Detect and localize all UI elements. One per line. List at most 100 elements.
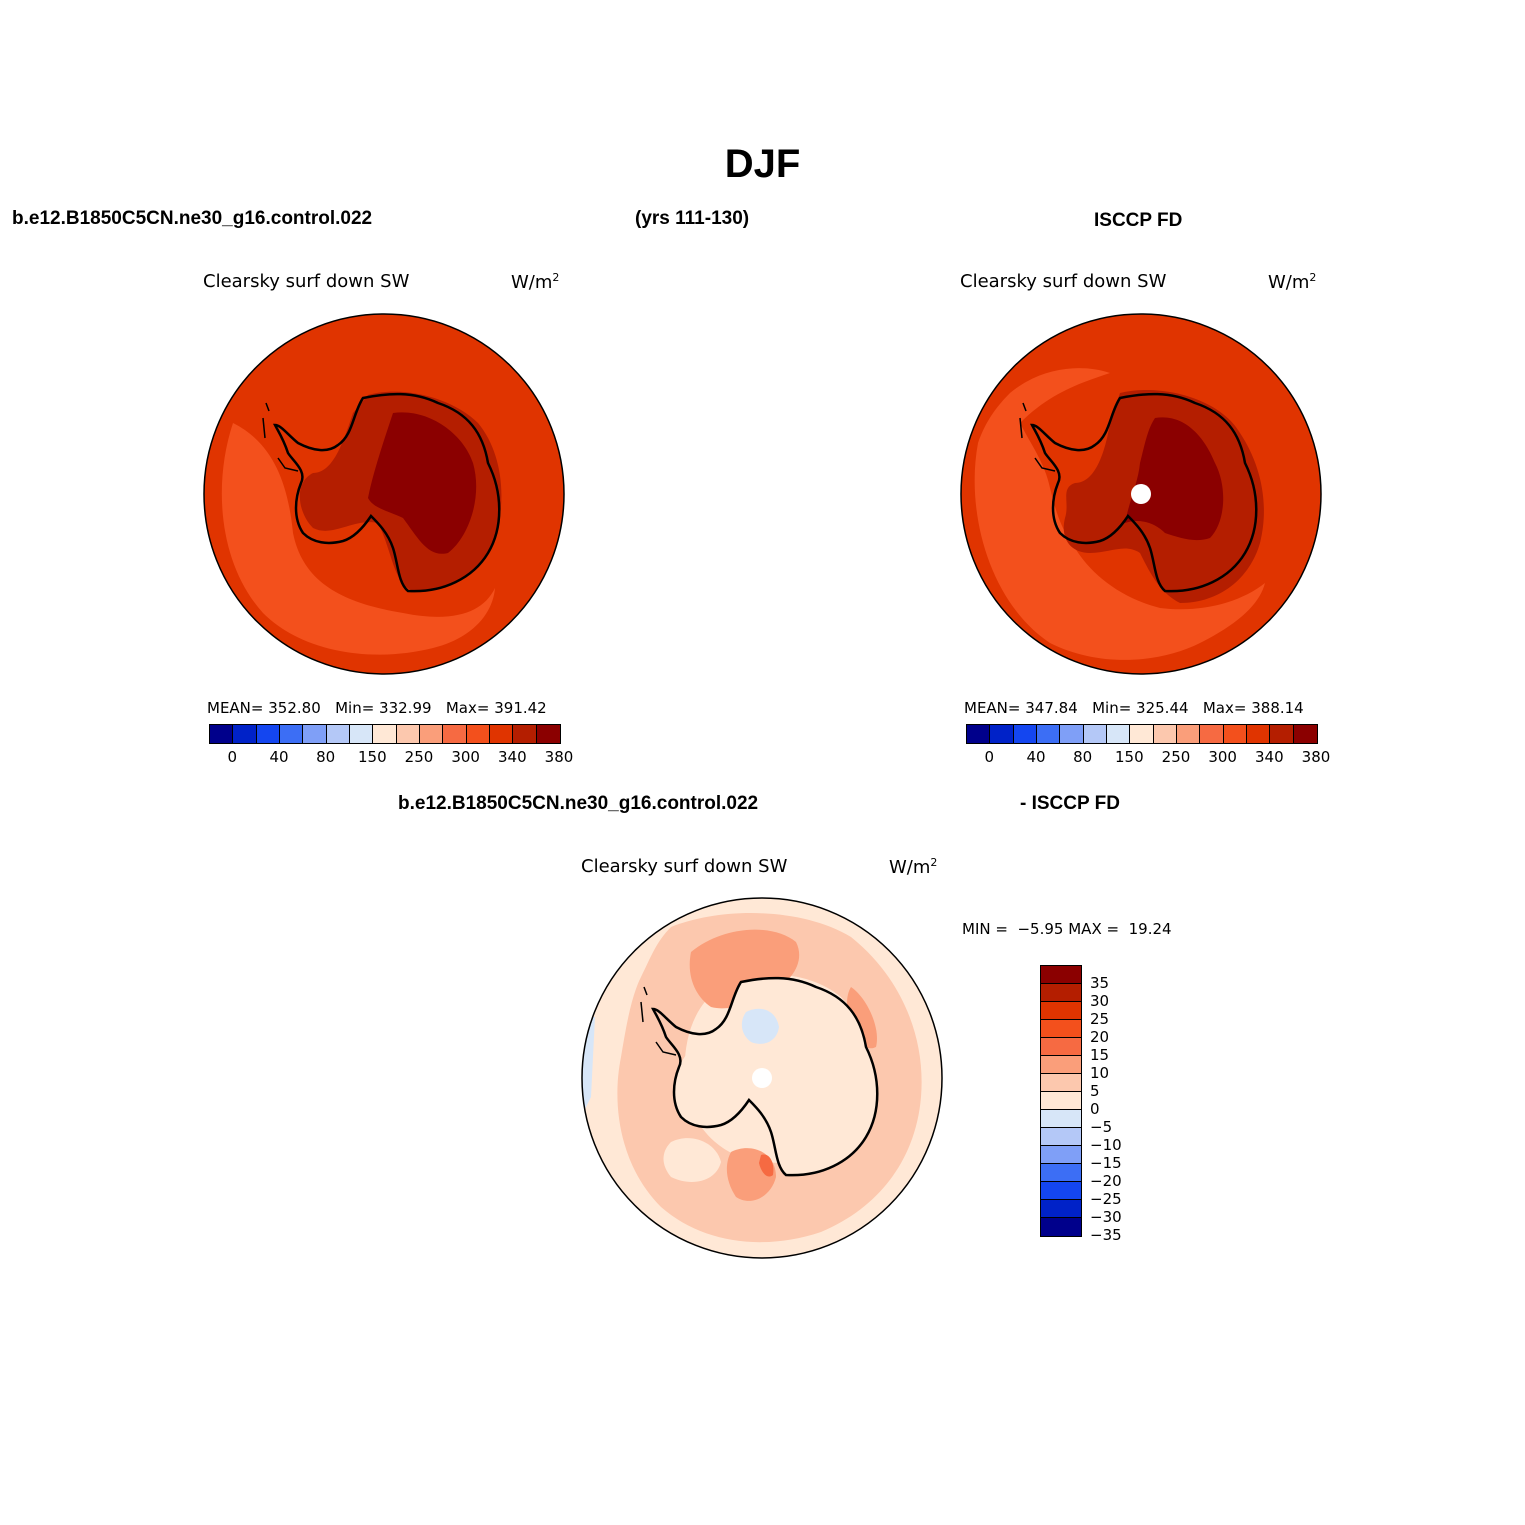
colorbar-box <box>1200 725 1224 743</box>
colorbar-box <box>536 725 560 743</box>
colorbar-box <box>513 725 537 743</box>
colorbar-box <box>326 725 350 743</box>
colorbar-tick-label: −30 <box>1090 1208 1122 1226</box>
diff-panel-title: Clearsky surf down SW <box>581 856 788 877</box>
colorbar-tick-label: 80 <box>316 748 336 766</box>
figure-title: DJF <box>724 142 801 186</box>
colorbar-box <box>1041 1182 1081 1200</box>
colorbar-box <box>1041 1110 1081 1128</box>
colorbar-tick-label: 300 <box>1208 748 1237 766</box>
colorbar-tick-label: 380 <box>1301 748 1331 766</box>
colorbar-box <box>279 725 304 743</box>
colorbar-tick-label: −5 <box>1090 1118 1113 1136</box>
colorbar-box <box>1041 1002 1081 1020</box>
colorbar-box <box>1041 1128 1081 1146</box>
colorbar-box <box>1041 1020 1081 1038</box>
diff-polar-map <box>581 897 943 1259</box>
colorbar-box <box>1041 1074 1081 1092</box>
diff-band-light <box>663 1138 721 1182</box>
colorbar-box <box>1013 725 1037 743</box>
colorbar-box <box>1060 725 1084 743</box>
diff-antarctica-coast <box>650 976 879 1177</box>
colorbar-box <box>1041 984 1081 1002</box>
colorbar-box <box>349 725 374 743</box>
colorbar-tick-label: 80 <box>1073 748 1093 766</box>
colorbar-box <box>419 725 444 743</box>
diff-patch-hot <box>759 1154 774 1177</box>
colorbar-box <box>1270 725 1294 743</box>
model-colorbar <box>209 724 561 744</box>
colorbar-box <box>1041 1218 1081 1236</box>
colorbar-tick-label: 300 <box>451 748 480 766</box>
obs-stats: MEAN= 347.84 Min= 325.44 Max= 388.14 <box>964 699 1304 717</box>
obs-colorbar-ticks: 0 40 80 150 250 300 340 380 <box>966 748 1331 768</box>
colorbar-box <box>1041 1056 1081 1074</box>
obs-missing-pole <box>1131 484 1151 504</box>
obs-low-band <box>974 368 1265 660</box>
colorbar-box <box>1130 725 1154 743</box>
colorbar-tick-label: 0 <box>1090 1100 1100 1118</box>
model-low-band <box>221 423 495 655</box>
model-panel-units: W/m2 <box>511 271 560 293</box>
colorbar-box <box>1041 1092 1081 1110</box>
obs-ice-center <box>1125 417 1224 541</box>
colorbar-box <box>967 725 991 743</box>
diff-case-header: b.e12.B1850C5CN.ne30_g16.control.022 <box>398 793 759 814</box>
colorbar-box <box>1041 1146 1081 1164</box>
obs-name-header: ISCCP FD <box>1094 210 1183 231</box>
years-header: (yrs 111-130) <box>635 208 750 229</box>
colorbar-box <box>1041 966 1081 984</box>
colorbar-tick-label: 250 <box>404 748 434 766</box>
case-name-header: b.e12.B1850C5CN.ne30_g16.control.022 <box>12 208 373 229</box>
obs-panel-units: W/m2 <box>1268 271 1317 293</box>
colorbar-box <box>1036 725 1061 743</box>
colorbar-tick-label: 150 <box>1115 748 1144 766</box>
colorbar-box <box>466 725 490 743</box>
colorbar-box <box>256 725 280 743</box>
colorbar-tick-label: 20 <box>1090 1028 1110 1046</box>
colorbar-box <box>1083 725 1107 743</box>
colorbar-box <box>210 725 234 743</box>
diff-colorbar <box>1040 965 1082 1237</box>
colorbar-tick-label: 380 <box>544 748 574 766</box>
colorbar-tick-label: 340 <box>1255 748 1284 766</box>
colorbar-tick-label: 40 <box>1026 748 1046 766</box>
colorbar-box <box>1041 1200 1081 1218</box>
diff-missing-pole <box>752 1068 772 1088</box>
colorbar-box <box>1041 1038 1081 1056</box>
colorbar-tick-label: 15 <box>1090 1046 1110 1064</box>
diff-colorbar-ticks: 35 30 25 20 15 10 5 0 −5 −10 −15 −20 −25 −30 −35 <box>1090 965 1150 1255</box>
colorbar-tick-label: 40 <box>269 748 289 766</box>
colorbar-box <box>1153 725 1177 743</box>
colorbar-tick-label: 340 <box>498 748 527 766</box>
model-antarctica-coast <box>272 392 501 593</box>
model-stats: MEAN= 352.80 Min= 332.99 Max= 391.42 <box>207 699 547 717</box>
diff-ice-interior <box>674 978 878 1176</box>
colorbar-tick-label: 25 <box>1090 1010 1110 1028</box>
diff-stats: MIN = −5.95 MAX = 19.24 <box>962 920 1172 938</box>
obs-colorbar <box>966 724 1318 744</box>
colorbar-tick-label: 30 <box>1090 992 1110 1010</box>
colorbar-box <box>990 725 1014 743</box>
colorbar-box <box>1246 725 1271 743</box>
colorbar-box <box>373 725 397 743</box>
colorbar-tick-label: 250 <box>1161 748 1191 766</box>
colorbar-box <box>396 725 420 743</box>
colorbar-box <box>1041 1164 1081 1182</box>
colorbar-box <box>303 725 327 743</box>
model-polar-map <box>203 313 565 675</box>
model-panel-title: Clearsky surf down SW <box>203 271 410 292</box>
colorbar-tick-label: 150 <box>358 748 387 766</box>
obs-antarctica-coast <box>1029 392 1258 593</box>
colorbar-tick-label: −10 <box>1090 1136 1122 1154</box>
colorbar-tick-label: −20 <box>1090 1172 1122 1190</box>
model-ice-center <box>368 412 477 554</box>
model-colorbar-ticks: 0 40 80 150 250 300 340 380 <box>209 748 574 768</box>
diff-negative-patch <box>741 1008 779 1044</box>
colorbar-box <box>1223 725 1247 743</box>
colorbar-box <box>489 725 514 743</box>
obs-panel-title: Clearsky surf down SW <box>960 271 1167 292</box>
colorbar-tick-label: 10 <box>1090 1064 1110 1082</box>
colorbar-tick-label: −25 <box>1090 1190 1122 1208</box>
diff-obs-header: - ISCCP FD <box>1020 793 1120 814</box>
